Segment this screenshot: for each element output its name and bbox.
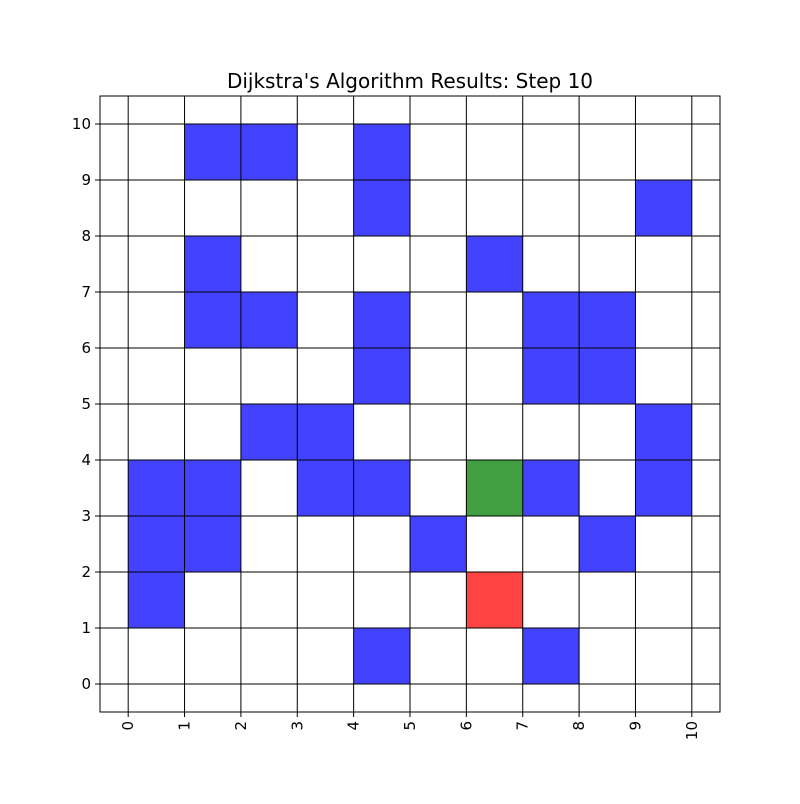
- wall-cell: [579, 348, 636, 404]
- start-cell: [466, 460, 523, 516]
- wall-cell: [128, 460, 185, 516]
- wall-cell: [353, 292, 410, 348]
- wall-cell: [128, 516, 185, 572]
- x-tick-label: 3: [288, 721, 306, 731]
- y-tick-label: 3: [81, 507, 91, 525]
- wall-cell: [353, 348, 410, 404]
- y-tick-label: 7: [81, 283, 91, 301]
- wall-cell: [579, 292, 636, 348]
- wall-cell: [184, 516, 241, 572]
- y-tick-label: 1: [81, 619, 91, 637]
- y-tick-label: 2: [81, 563, 91, 581]
- wall-cell: [410, 516, 467, 572]
- wall-cell: [353, 124, 410, 180]
- x-tick-label: 9: [626, 721, 644, 731]
- wall-cell: [184, 236, 241, 292]
- wall-cell: [184, 292, 241, 348]
- plot-frame: [99, 95, 721, 713]
- wall-cell: [522, 628, 580, 684]
- x-tick-label: 10: [683, 721, 701, 740]
- grid-layer: [100, 96, 720, 712]
- wall-cell: [466, 236, 523, 292]
- ticks-layer: 0 1 2 3 4 5 6 7 8 9 10 0 1 2 3 4 5 6 7 8 9 10: [72, 115, 701, 740]
- wall-cell: [297, 404, 354, 460]
- x-tick-label: 7: [514, 721, 532, 731]
- wall-cell: [184, 124, 241, 180]
- y-tick-label: 9: [81, 171, 91, 189]
- wall-cell: [240, 292, 298, 348]
- wall-cell: [522, 292, 580, 348]
- x-tick-label: 4: [345, 721, 363, 731]
- x-tick-label: 1: [176, 721, 194, 731]
- cells-layer: [128, 124, 692, 684]
- wall-cell: [635, 460, 692, 516]
- wall-cell: [353, 628, 410, 684]
- wall-cell: [297, 460, 354, 516]
- wall-cell: [128, 572, 185, 628]
- y-tick-label: 5: [81, 395, 91, 413]
- wall-cell: [579, 516, 636, 572]
- y-tick-label: 10: [72, 115, 91, 133]
- wall-cell: [240, 404, 298, 460]
- wall-cell: [353, 460, 410, 516]
- y-tick-label: 4: [81, 451, 91, 469]
- x-tick-label: 6: [457, 721, 475, 731]
- goal-cell: [466, 572, 523, 628]
- x-tick-label: 2: [232, 721, 250, 731]
- x-tick-label: 0: [119, 721, 137, 731]
- y-tick-label: 6: [81, 339, 91, 357]
- wall-cell: [522, 460, 580, 516]
- wall-cell: [635, 404, 692, 460]
- chart-title: Dijkstra's Algorithm Results: Step 10: [227, 69, 593, 93]
- wall-cell: [353, 180, 410, 236]
- y-tick-label: 0: [81, 675, 91, 693]
- x-tick-label: 5: [401, 721, 419, 731]
- x-tick-label: 8: [570, 721, 588, 731]
- wall-cell: [635, 180, 692, 236]
- wall-cell: [184, 460, 241, 516]
- wall-cell: [240, 124, 298, 180]
- y-tick-label: 8: [81, 227, 91, 245]
- wall-cell: [522, 348, 580, 404]
